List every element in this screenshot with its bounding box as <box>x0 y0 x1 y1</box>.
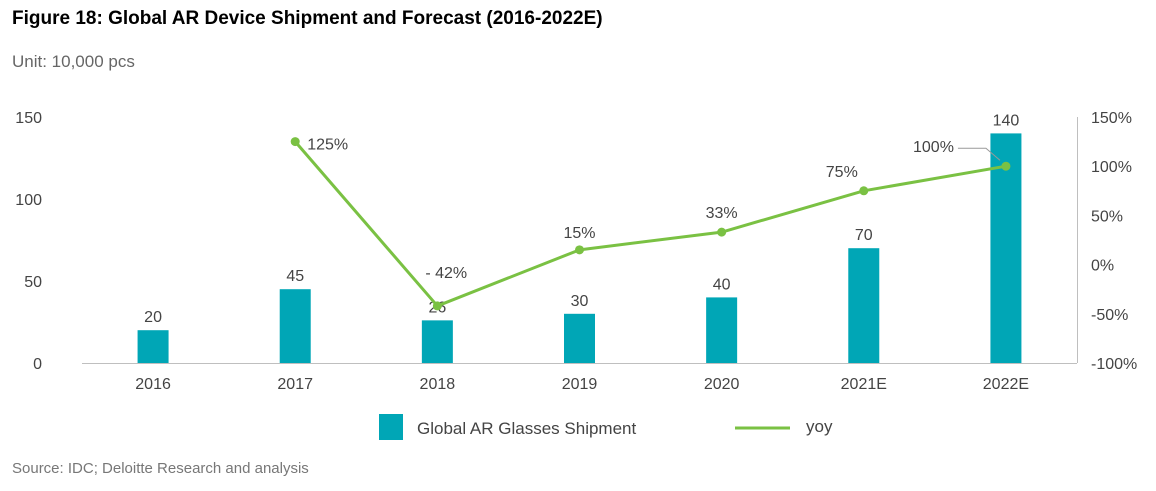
yoy-point <box>717 227 727 237</box>
bar <box>564 313 595 363</box>
yoy-line <box>294 140 1007 308</box>
bar <box>279 289 311 363</box>
bar <box>137 330 169 363</box>
y2-tick-label: 150% <box>1091 110 1132 127</box>
bar-data-label: 140 <box>993 112 1020 129</box>
x-tick-label: 2018 <box>420 376 456 393</box>
yoy-point <box>575 245 584 255</box>
yoy-point <box>432 301 442 311</box>
label-leader-line <box>957 147 1001 161</box>
bar <box>706 297 738 363</box>
bar-data-label: 40 <box>713 276 731 293</box>
y-tick-label: 50 <box>24 274 42 291</box>
y-tick-label: 0 <box>33 356 42 373</box>
source-note: Source: IDC; Deloitte Research and analy… <box>12 460 309 477</box>
x-tick-label: 2022E <box>983 376 1029 393</box>
x-tick-label: 2017 <box>277 376 313 393</box>
yoy-data-label: 33% <box>706 205 738 222</box>
bar-data-label: 70 <box>855 227 873 244</box>
yoy-data-label: 15% <box>563 225 595 242</box>
y-tick-label: 100 <box>15 192 42 209</box>
yoy-data-label: - 42% <box>425 265 467 282</box>
yoy-point <box>290 137 300 147</box>
chart-title: Figure 18: Global AR Device Shipment and… <box>12 8 603 29</box>
x-tick-label: 2016 <box>135 376 171 393</box>
yoy-point <box>859 186 869 196</box>
yoy-data-label: 125% <box>307 137 348 154</box>
y2-tick-label: 0% <box>1091 258 1114 275</box>
bar-data-label: 45 <box>286 268 304 285</box>
y2-tick-label: 100% <box>1091 159 1132 176</box>
legend-label-bar: Global AR Glasses Shipment <box>417 419 636 438</box>
legend-label-line: yoy <box>806 417 833 436</box>
y2-tick-label: -100% <box>1091 356 1137 373</box>
yoy-data-label: 75% <box>826 164 858 181</box>
bar <box>421 320 453 363</box>
bar-data-label: 20 <box>144 309 162 326</box>
x-tick-label: 2020 <box>704 376 740 393</box>
bar-data-label: 30 <box>571 293 589 310</box>
y-tick-label: 150 <box>15 110 42 127</box>
y2-tick-label: -50% <box>1091 307 1128 324</box>
unit-label: Unit: 10,000 pcs <box>12 52 135 71</box>
yoy-data-label: 100% <box>913 139 954 156</box>
y2-tick-label: 50% <box>1091 208 1123 225</box>
yoy-point <box>1001 161 1011 171</box>
x-tick-label: 2021E <box>841 376 887 393</box>
x-tick-label: 2019 <box>562 376 598 393</box>
bar <box>848 248 880 363</box>
legend-swatch-bar <box>379 414 403 440</box>
bar <box>990 133 1022 363</box>
